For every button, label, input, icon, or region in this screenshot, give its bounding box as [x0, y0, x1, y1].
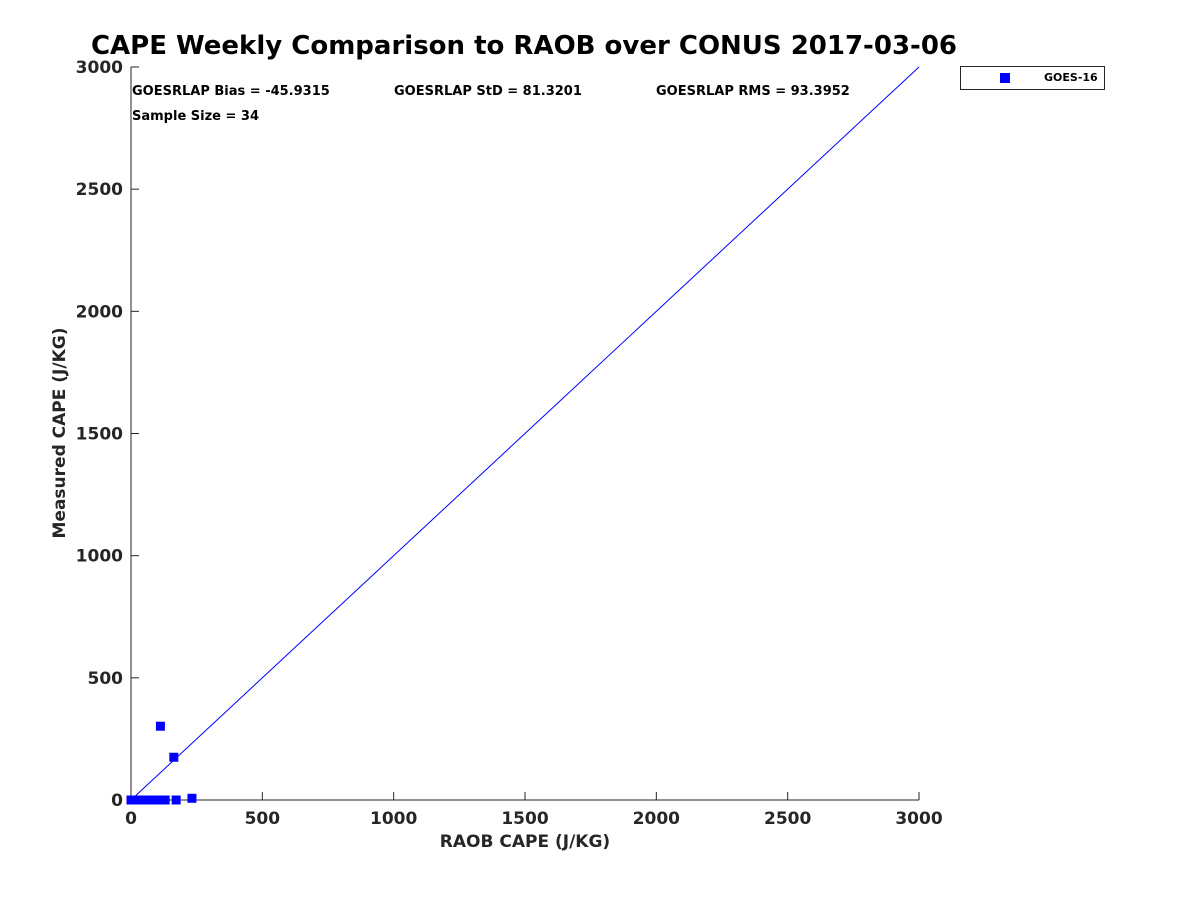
- legend-box: [960, 66, 1105, 90]
- x-tick-label: 1500: [501, 809, 548, 829]
- reference-line-group: [130, 66, 920, 801]
- chart-title: CAPE Weekly Comparison to RAOB over CONU…: [91, 31, 957, 61]
- x-axis-label: RAOB CAPE (J/KG): [440, 832, 610, 852]
- data-point: [160, 795, 170, 805]
- rms-annotation: GOESRLAP RMS = 93.3952: [656, 84, 850, 99]
- y-ticks: 0 500 1000 1500 2000 2500 3000: [76, 58, 139, 811]
- y-axis-label: Measured CAPE (J/KG): [50, 328, 70, 539]
- data-point: [187, 793, 197, 803]
- y-tick-label: 2000: [76, 302, 123, 322]
- data-points: [126, 721, 197, 805]
- sample-size-annotation: Sample Size = 34: [132, 109, 259, 124]
- y-tick-label: 500: [88, 669, 124, 689]
- x-tick-label: 2000: [633, 809, 680, 829]
- y-tick-label: 2500: [76, 180, 123, 200]
- plot-area: 0 500 1000 1500 2000 2500 3000 0 500 1000 1500 200…: [76, 58, 943, 829]
- x-tick-label: 0: [125, 809, 137, 829]
- data-point: [171, 795, 181, 805]
- std-annotation: GOESRLAP StD = 81.3201: [394, 84, 582, 99]
- y-tick-label: 1500: [76, 425, 123, 445]
- legend: GOES-16: [960, 66, 1105, 90]
- data-point: [155, 721, 165, 731]
- legend-label-goes16: GOES-16: [1044, 71, 1098, 84]
- x-tick-label: 500: [245, 809, 281, 829]
- y-tick-label: 1000: [76, 547, 123, 567]
- reference-line: [130, 66, 920, 801]
- x-tick-label: 1000: [370, 809, 417, 829]
- x-tick-label: 2500: [764, 809, 811, 829]
- legend-marker-goes16: [1000, 73, 1010, 83]
- x-tick-label: 3000: [895, 809, 942, 829]
- y-tick-label: 3000: [76, 58, 123, 78]
- data-point: [169, 752, 179, 762]
- y-tick-label: 0: [111, 791, 123, 811]
- bias-annotation: GOESRLAP Bias = -45.9315: [132, 84, 330, 99]
- x-ticks: 0 500 1000 1500 2000 2500 3000: [125, 792, 943, 829]
